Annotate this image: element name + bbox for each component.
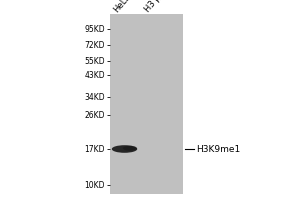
Text: 43KD: 43KD (84, 71, 105, 79)
Ellipse shape (112, 145, 137, 153)
Text: 55KD: 55KD (84, 56, 105, 66)
Ellipse shape (123, 146, 137, 151)
Text: 72KD: 72KD (85, 40, 105, 49)
Bar (110, 14, 183, 194)
Text: 10KD: 10KD (85, 180, 105, 190)
Text: H3 protein: H3 protein (143, 0, 178, 14)
Text: 95KD: 95KD (84, 24, 105, 33)
Text: 26KD: 26KD (85, 110, 105, 119)
Text: 17KD: 17KD (85, 144, 105, 154)
Text: H3K9me1: H3K9me1 (196, 144, 241, 154)
Text: 34KD: 34KD (84, 92, 105, 102)
Text: HeLa: HeLa (112, 0, 132, 14)
